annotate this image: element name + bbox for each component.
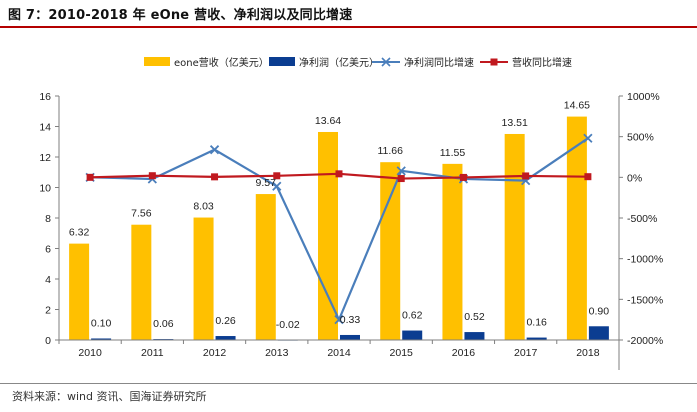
left-tick-label: 14 [39, 122, 51, 134]
profit-value-label: 0.10 [91, 317, 112, 329]
revenue-value-label: 11.66 [377, 145, 403, 157]
left-tick-label: 6 [45, 244, 51, 256]
x-tick-label: 2010 [78, 347, 102, 359]
profit-value-label: 0.16 [526, 317, 547, 329]
profit-growth-marker [272, 181, 282, 191]
legend-profit-growth-label: 净利润同比增速 [404, 56, 474, 69]
revenue-bar-2018 [566, 116, 587, 341]
legend-revenue-growth-marker [490, 58, 498, 66]
profit-bar-2016 [464, 332, 485, 340]
profit-value-label: 0.33 [340, 314, 361, 326]
revenue-growth-marker [335, 170, 343, 178]
revenue-growth-marker [148, 172, 156, 180]
x-tick-label: 2016 [452, 347, 476, 359]
profit-growth-marker [583, 133, 593, 143]
revenue-value-label: 9.57 [256, 177, 277, 189]
revenue-value-label: 6.32 [69, 227, 90, 239]
growth-lines [85, 133, 593, 325]
legend-profit-growth-marker [381, 57, 391, 67]
revenue-bars [69, 116, 587, 341]
profit-bars [91, 326, 609, 341]
profit-bar-2014 [340, 334, 360, 340]
profit-growth-marker [334, 315, 344, 325]
profit-value-label: 0.52 [464, 311, 485, 323]
profit-value-label: 0.26 [215, 315, 236, 327]
right-tick-label: 1000% [627, 91, 660, 103]
revenue-bar-2017 [504, 133, 525, 340]
source-note: 资料来源：wind 资讯、国海证券研究所 [12, 390, 207, 403]
right-tick-label: -2000% [627, 335, 663, 347]
left-tick-label: 4 [45, 274, 51, 286]
profit-bar-2017 [526, 337, 547, 340]
x-tick-label: 2012 [203, 347, 227, 359]
legend-revenue-growth-label: 营收同比增速 [512, 56, 572, 69]
left-tick-label: 12 [39, 152, 51, 164]
left-tick-label: 2 [45, 305, 51, 317]
profit-growth-marker [209, 145, 220, 155]
revenue-profit-chart: eone营收（亿美元） 净利润（亿美元） 净利润同比增速 营收同比增速 0 2 4 6 8 10… [39, 56, 663, 370]
revenue-value-label: 8.03 [193, 201, 214, 213]
profit-bar-2010 [91, 338, 112, 340]
data-labels: 6.32 7.56 8.03 9.57 13.64 11.66 11.55 13.51 14.6… [69, 100, 609, 331]
chart-legend: eone营收（亿美元） 净利润（亿美元） 净利润同比增速 营收同比增速 [144, 56, 572, 69]
x-tick-label: 2015 [390, 347, 414, 359]
revenue-growth-marker [584, 173, 592, 181]
profit-growth-marker [396, 166, 406, 176]
right-tick-label: -500% [627, 213, 657, 225]
x-tick-label: 2018 [576, 347, 600, 359]
legend-revenue-swatch [144, 57, 170, 66]
revenue-bar-2010 [69, 243, 90, 340]
revenue-growth-marker [522, 172, 530, 180]
revenue-growth-marker [397, 175, 405, 183]
chart-axes: 0 2 4 6 8 10 12 14 16 1000% 500% 0% -500% -1000% -1500… [39, 91, 663, 370]
left-tick-label: 8 [45, 213, 51, 225]
footer-rule [0, 383, 697, 384]
revenue-growth-marker [273, 172, 281, 180]
x-tick-label: 2011 [141, 347, 164, 359]
profit-value-label: -0.02 [276, 319, 300, 331]
profit-value-label: 0.06 [153, 318, 174, 330]
legend-revenue-label: eone营收（亿美元） [174, 56, 269, 69]
right-tick-label: 500% [627, 132, 654, 144]
left-tick-label: 16 [39, 91, 51, 103]
right-tick-label: -1500% [627, 294, 663, 306]
revenue-bar-2015 [380, 162, 401, 340]
x-tick-label: 2014 [327, 347, 351, 359]
legend-profit-swatch [269, 57, 295, 66]
right-tick-label: 0% [627, 172, 642, 184]
x-tick-label: 2013 [265, 347, 289, 359]
revenue-bar-2012 [193, 217, 214, 340]
profit-bar-2012 [215, 336, 236, 340]
legend-profit-label: 净利润（亿美元） [299, 56, 379, 69]
right-tick-label: -1000% [627, 254, 663, 266]
revenue-value-label: 11.55 [440, 147, 466, 159]
figure-title: 图 7：2010-2018 年 eOne 营收、净利润以及同比增速 [8, 8, 353, 23]
revenue-bar-2016 [442, 163, 463, 340]
revenue-value-label: 13.51 [502, 117, 528, 129]
profit-bar-2018 [588, 326, 609, 340]
profit-value-label: 0.62 [402, 310, 423, 322]
title-rule [0, 26, 697, 28]
left-tick-label: 10 [39, 183, 51, 195]
revenue-growth-marker [211, 173, 219, 181]
left-tick-label: 0 [45, 335, 51, 347]
revenue-bar-2011 [131, 224, 152, 340]
profit-value-label: 0.90 [589, 305, 610, 317]
revenue-bar-2013 [255, 194, 276, 340]
revenue-value-label: 13.64 [315, 115, 341, 127]
profit-bar-2015 [402, 330, 423, 340]
x-tick-label: 2017 [514, 347, 538, 359]
revenue-bar-2014 [318, 131, 338, 340]
revenue-growth-marker [86, 173, 94, 181]
revenue-value-label: 7.56 [131, 208, 152, 220]
revenue-growth-marker [459, 173, 467, 181]
revenue-value-label: 14.65 [564, 100, 590, 112]
